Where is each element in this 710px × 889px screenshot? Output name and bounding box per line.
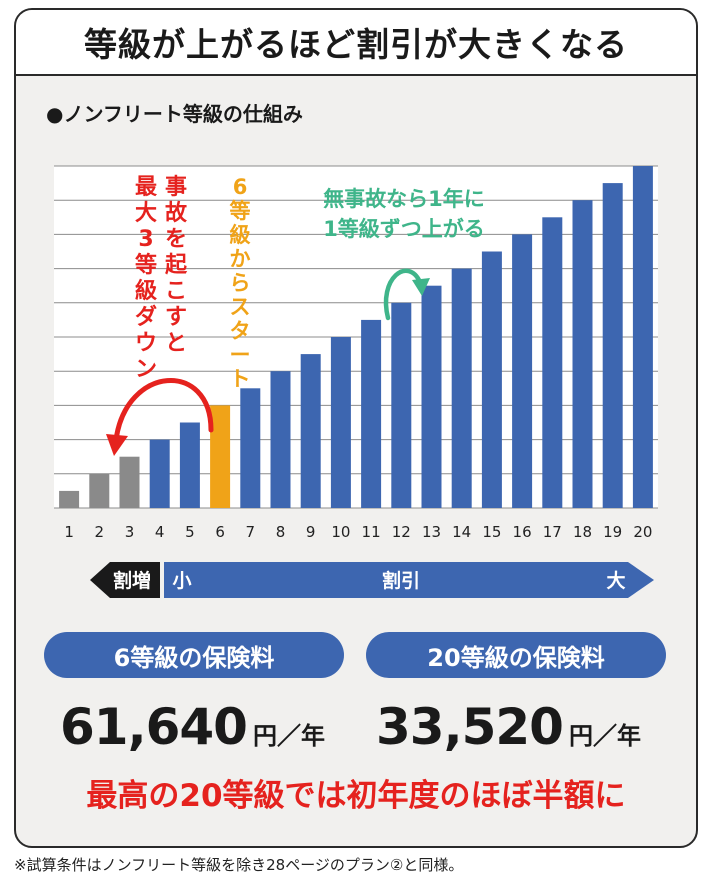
grade20-unit: 円／年 xyxy=(568,722,641,750)
accident-annotation-col1: 事故を起こすと xyxy=(164,174,188,356)
tick-label-12: 12 xyxy=(392,523,411,541)
tick-label-16: 16 xyxy=(513,523,532,541)
scale-large-label: 大 xyxy=(606,569,625,592)
tick-label-20: 20 xyxy=(633,523,652,541)
bar-grade-4 xyxy=(149,439,170,508)
bar-grade-20 xyxy=(632,166,653,508)
noaccident-annotation-line2: 1等級ずつ上がる xyxy=(323,217,485,241)
bar-grade-1 xyxy=(59,490,80,508)
tick-label-19: 19 xyxy=(603,523,622,541)
tick-label-18: 18 xyxy=(573,523,592,541)
bar-grade-16 xyxy=(512,234,533,508)
bar-grade-19 xyxy=(602,183,623,508)
grade20-premium: 33,520 円／年 xyxy=(376,698,641,762)
tick-label-8: 8 xyxy=(276,523,286,541)
grade6-premium: 61,640 円／年 xyxy=(60,698,325,762)
bar-grade-11 xyxy=(361,319,382,508)
page-title: 等級が上がるほど割引が大きくなる xyxy=(16,10,696,76)
bar-grade-10 xyxy=(330,337,351,508)
bar-grade-3 xyxy=(119,456,140,508)
bar-grade-12 xyxy=(391,302,412,508)
grade-bar-chart: 1 2 3 4 5 6 7 8 9 10 11 12 13 14 15 16 17 18 19 20事故を起こすと最大… xyxy=(54,165,658,541)
tick-label-11: 11 xyxy=(362,523,381,541)
discount-arrow xyxy=(164,562,654,598)
tick-label-15: 15 xyxy=(482,523,501,541)
bar-grade-18 xyxy=(572,200,593,508)
tick-label-2: 2 xyxy=(95,523,105,541)
tick-label-4: 4 xyxy=(155,523,165,541)
accident-arrow-curve xyxy=(113,378,214,443)
grade20-premium-label: 20等級の保険料 xyxy=(366,632,666,678)
bar-grade-15 xyxy=(481,251,502,508)
noaccident-arrowhead xyxy=(412,278,430,296)
surcharge-arrow xyxy=(90,562,160,598)
bar-grade-2 xyxy=(89,473,110,508)
bar-grade-7 xyxy=(240,388,261,508)
accident-arrowhead xyxy=(106,434,128,456)
scale-small-label: 小 xyxy=(172,570,191,592)
tick-label-14: 14 xyxy=(452,523,471,541)
bar-grade-14 xyxy=(451,268,472,508)
tick-label-9: 9 xyxy=(306,523,316,541)
bar-grade-9 xyxy=(300,354,321,508)
scale-discount-label: 割引 xyxy=(382,569,420,592)
bar-grade-5 xyxy=(179,422,200,508)
noaccident-arrow-curve xyxy=(383,268,423,321)
start-annotation: 6 等級からスタート xyxy=(230,175,251,391)
tick-label-7: 7 xyxy=(246,523,256,541)
bar-grade-6 xyxy=(210,405,231,508)
conclusion-text: 最高の20等級では初年度のほぼ半額に xyxy=(86,778,626,814)
tick-label-10: 10 xyxy=(331,523,350,541)
bar-grade-17 xyxy=(542,217,563,509)
tick-label-6: 6 xyxy=(215,523,225,541)
grade6-premium-label: 6等級の保険料 xyxy=(44,632,344,678)
tick-label-5: 5 xyxy=(185,523,195,541)
accident-annotation-col2: 最大 3 等級ダウン xyxy=(135,175,158,382)
tick-label-13: 13 xyxy=(422,523,441,541)
grade6-unit: 円／年 xyxy=(252,722,325,750)
discount-scale-bar: 割増 小 割引 大 xyxy=(90,562,654,598)
bar-grade-8 xyxy=(270,371,291,508)
tick-label-3: 3 xyxy=(125,523,135,541)
surcharge-label: 割増 xyxy=(113,569,151,592)
bar-grade-13 xyxy=(421,285,442,508)
grade6-amount: 61,640 xyxy=(60,698,248,756)
tick-label-17: 17 xyxy=(543,523,562,541)
tick-label-1: 1 xyxy=(64,523,74,541)
noaccident-annotation-line1: 無事故なら1年に xyxy=(323,187,485,211)
chart-subtitle: ●ノンフリート等級の仕組み xyxy=(46,102,303,126)
grade20-amount: 33,520 xyxy=(376,698,564,756)
footnote: ※試算条件はノンフリート等級を除き28ページのプラン②と同様。 xyxy=(14,856,464,874)
